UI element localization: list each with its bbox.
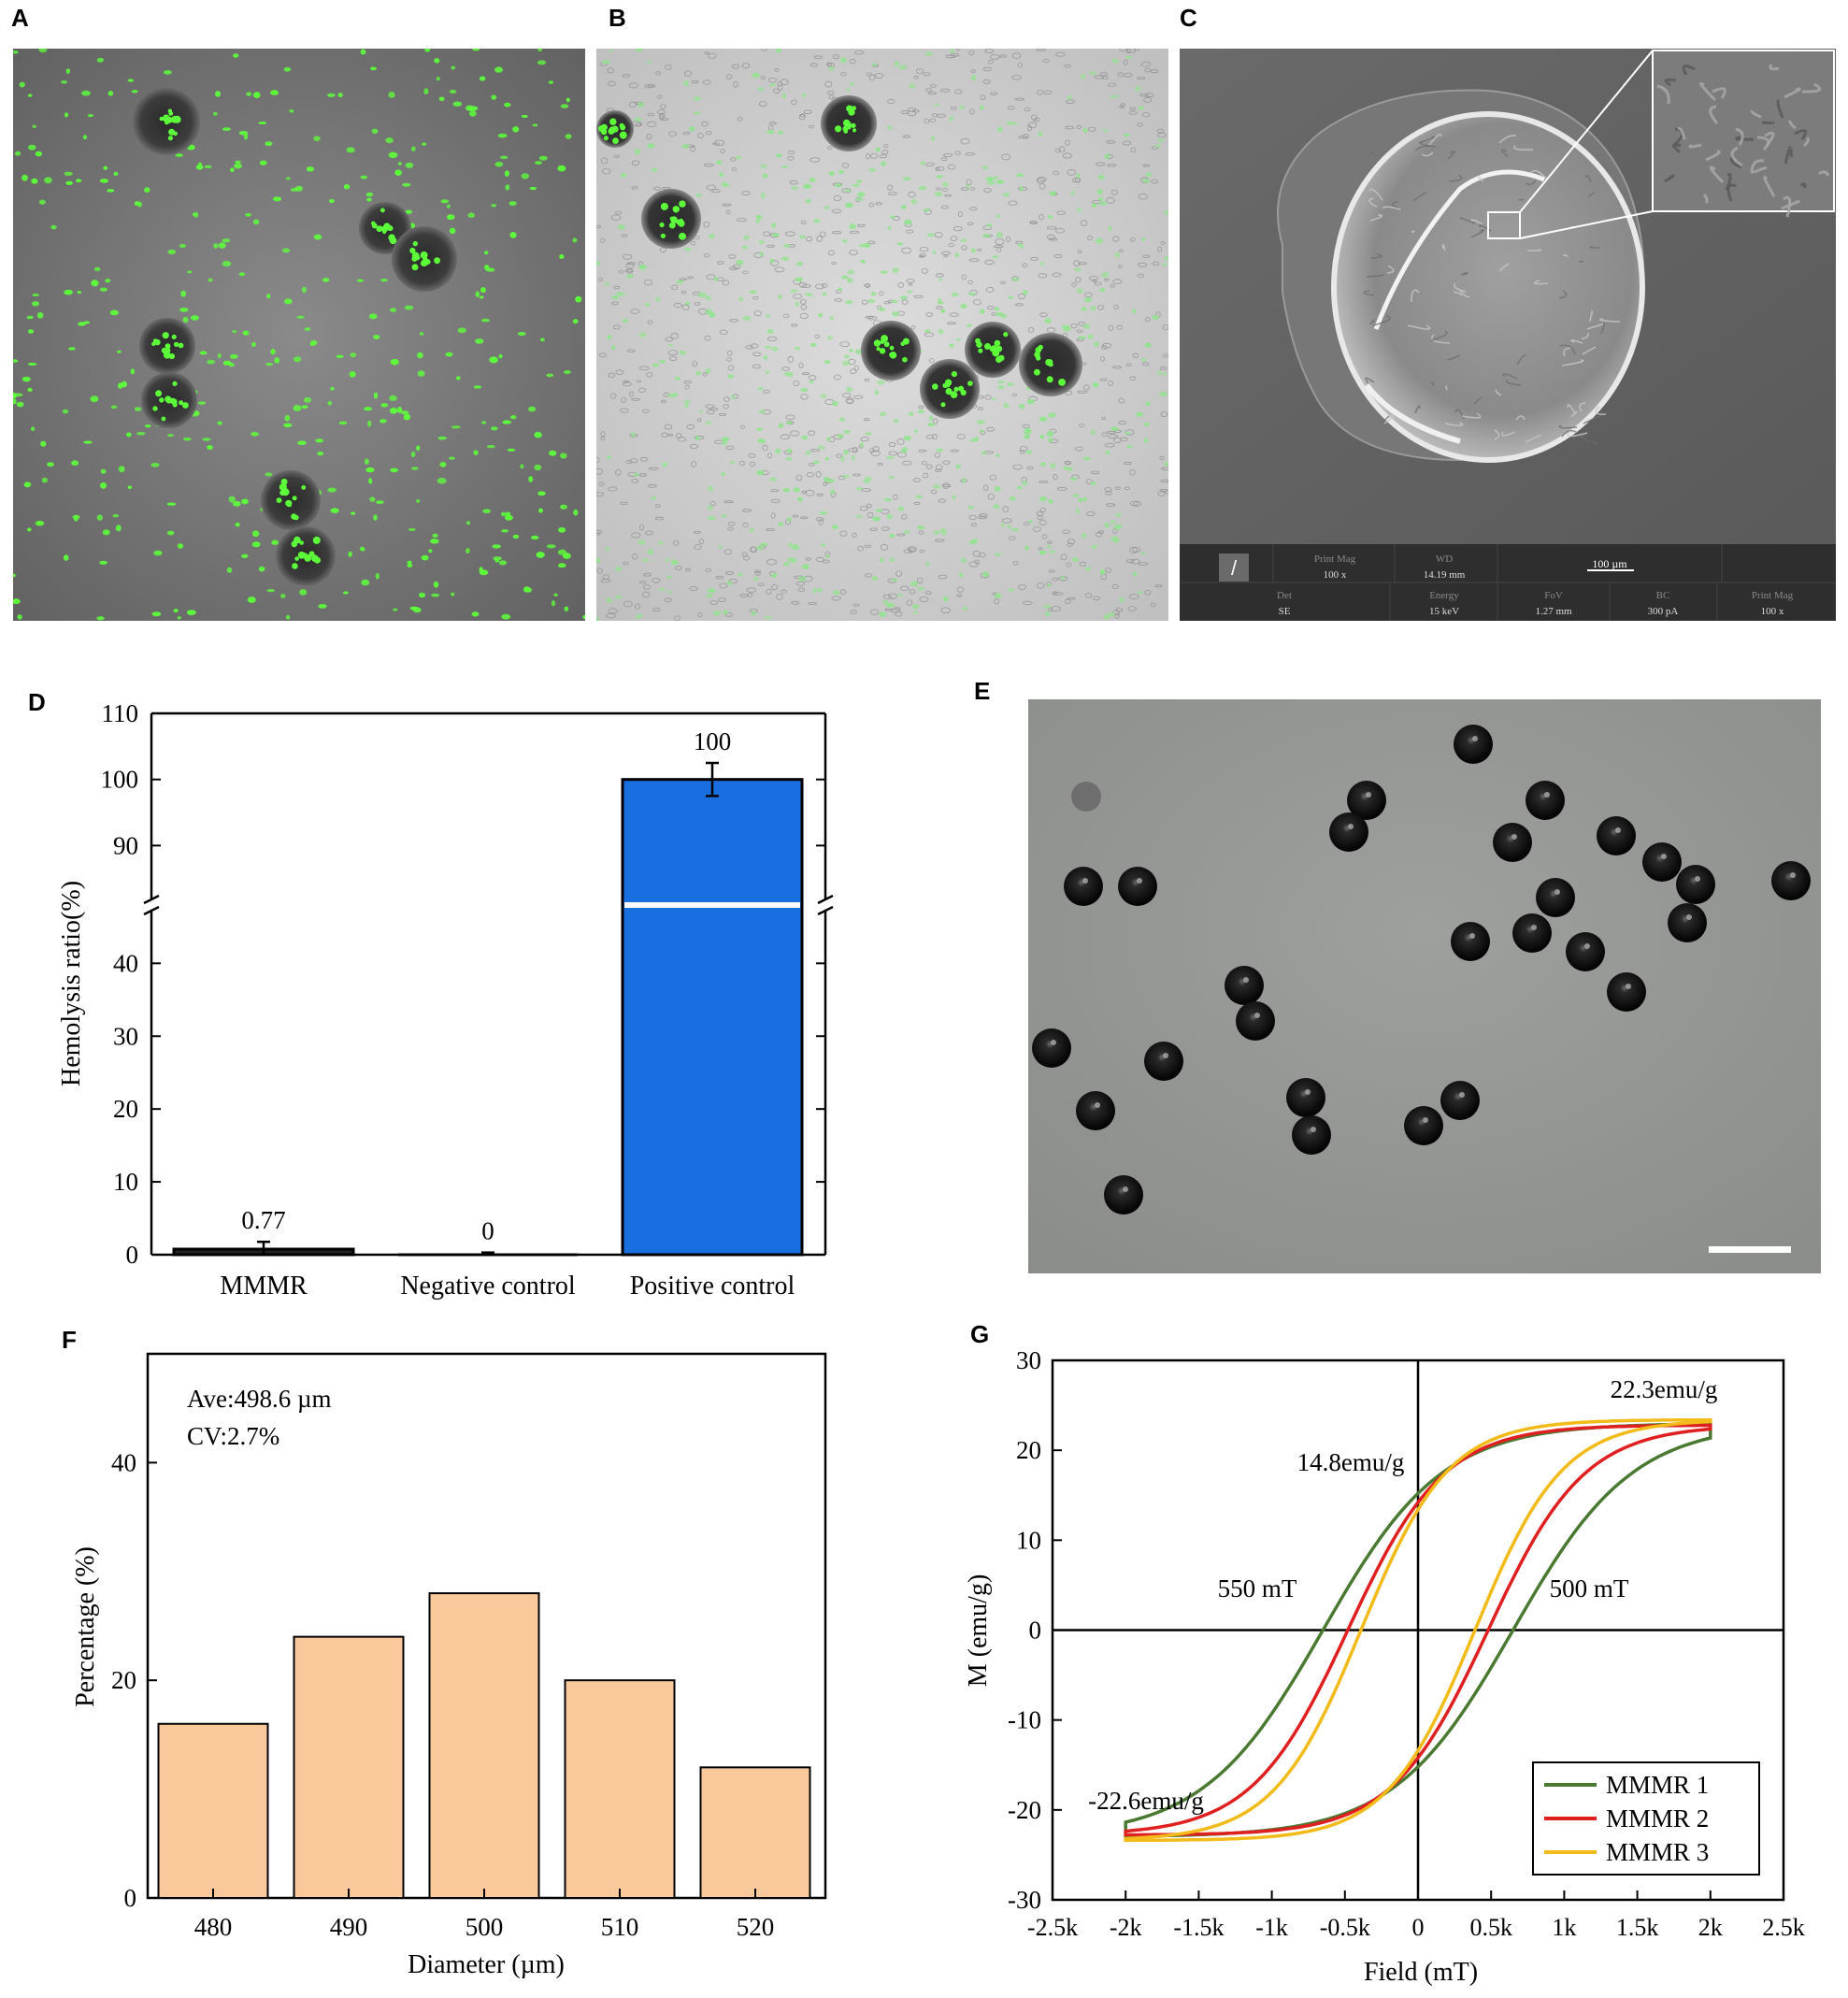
sem-det-label: Det	[1277, 590, 1292, 601]
g-legend-entry: MMMR 3	[1606, 1838, 1709, 1866]
g-y-tick: 0	[1029, 1617, 1042, 1645]
microspheres-a	[133, 88, 457, 586]
g-x-axis-label: Field (mT)	[1364, 1958, 1478, 1987]
d-y-tick: 10	[113, 1168, 138, 1196]
g-annotation-ms-pos: 22.3emu/g	[1611, 1375, 1718, 1403]
g-x-tick: 1.5k	[1616, 1914, 1659, 1941]
chart-f-size-distribution: 0 20 40 480 490 500 510 520 Diameter (µm) Percent…	[71, 1352, 827, 1979]
panel-letter-a: A	[11, 4, 29, 32]
sem-image-c: / Print Mag 100 x WD 14.19 mm 100 µm Det…	[1180, 49, 1836, 621]
d-value-label: 0.77	[241, 1206, 285, 1234]
f-annotation-cv: CV:2.7%	[187, 1422, 279, 1450]
panel-letter-f: F	[62, 1326, 77, 1354]
f-y-tick: 0	[124, 1884, 137, 1912]
sem-print-mag2-value: 100 x	[1761, 606, 1784, 617]
microsphere-photo-e	[1028, 699, 1821, 1273]
sem-bc-value: 300 pA	[1648, 606, 1679, 617]
f-x-tick: 480	[194, 1913, 233, 1941]
g-y-tick: 10	[1016, 1526, 1041, 1554]
g-y-tick: 20	[1016, 1436, 1041, 1464]
d-y-tick: 90	[113, 831, 138, 859]
g-y-axis-label: M (emu/g)	[964, 1574, 993, 1688]
sem-print-mag-label: Print Mag	[1314, 553, 1356, 565]
f-x-tick: 500	[466, 1913, 504, 1941]
d-y-tick: 0	[126, 1241, 139, 1269]
d-y-tick: 40	[113, 949, 138, 977]
d-category-label: MMMR	[220, 1272, 308, 1301]
g-annotation-mr: 14.8emu/g	[1297, 1448, 1405, 1476]
d-value-label: 100	[694, 727, 732, 755]
f-y-axis-label: Percentage (%)	[71, 1546, 100, 1707]
g-x-tick: 2.5k	[1762, 1914, 1805, 1941]
fluorescence-image-b	[596, 49, 1168, 621]
f-bar	[564, 1679, 676, 1900]
chart-d-hemolysis: 0 10 20 30 40 90 100 110 Hemolysis ratio(%) 0.77 M…	[57, 699, 834, 1301]
sem-energy-label: Energy	[1429, 590, 1459, 601]
g-x-tick: 2k	[1698, 1914, 1723, 1941]
sem-print-mag2-label: Print Mag	[1752, 590, 1794, 601]
g-x-tick: 1k	[1552, 1914, 1576, 1941]
g-x-tick: -2k	[1110, 1914, 1142, 1941]
g-y-tick: -30	[1008, 1886, 1041, 1914]
g-x-tick: -1.5k	[1173, 1914, 1224, 1941]
sem-fov-value: 1.27 mm	[1535, 606, 1572, 617]
g-x-tick: -1k	[1255, 1914, 1288, 1941]
f-x-tick: 490	[330, 1913, 368, 1941]
d-category-label: Negative control	[400, 1272, 576, 1301]
scale-bar-e	[1709, 1246, 1791, 1253]
f-annotation-ave: Ave:498.6 µm	[187, 1385, 332, 1413]
f-bar	[157, 1722, 269, 1900]
panel-letter-c: C	[1180, 4, 1197, 32]
d-category-label: Positive control	[630, 1272, 795, 1301]
f-x-tick: 510	[601, 1913, 639, 1941]
g-legend-entry: MMMR 1	[1606, 1771, 1709, 1799]
g-x-tick: -2.5k	[1027, 1914, 1078, 1941]
g-x-tick: 0.5k	[1469, 1914, 1512, 1941]
f-y-tick: 40	[111, 1448, 136, 1476]
g-legend-entry: MMMR 2	[1606, 1804, 1709, 1833]
g-y-tick: -10	[1008, 1706, 1041, 1734]
cells-a	[13, 49, 585, 621]
f-x-tick: 520	[737, 1913, 775, 1941]
g-loop-2	[1124, 1423, 1712, 1837]
g-loop-3	[1124, 1417, 1712, 1843]
d-bar	[621, 778, 804, 1257]
sem-fov-label: FoV	[1544, 590, 1563, 601]
g-annotation-ms-neg: -22.6emu/g	[1088, 1787, 1204, 1815]
sem-energy-value: 15 keV	[1429, 606, 1459, 617]
panel-letter-d: D	[28, 688, 46, 716]
sem-scale-label: 100 µm	[1592, 557, 1627, 570]
sem-wd-label: WD	[1436, 553, 1453, 565]
d-y-tick: 110	[102, 699, 139, 727]
g-x-tick: -0.5k	[1320, 1914, 1370, 1941]
f-bar	[428, 1592, 540, 1899]
g-y-tick: -20	[1008, 1796, 1041, 1824]
g-y-tick: 30	[1016, 1346, 1041, 1374]
f-y-tick: 20	[111, 1666, 136, 1694]
f-bar	[699, 1766, 811, 1899]
d-y-tick: 100	[101, 766, 139, 794]
fluorescence-image-a	[13, 49, 585, 621]
panel-letter-b: B	[609, 4, 626, 32]
svg-text:/: /	[1231, 556, 1238, 580]
panel-letter-g: G	[970, 1320, 990, 1348]
d-y-axis-label: Hemolysis ratio(%)	[57, 881, 86, 1086]
panel-letter-e: E	[974, 677, 991, 705]
sem-det-value: SE	[1279, 606, 1291, 617]
g-annotation-hc-right: 500 mT	[1550, 1574, 1629, 1603]
sem-bc-label: BC	[1656, 590, 1670, 601]
f-x-axis-label: Diameter (µm)	[408, 1950, 565, 1979]
d-y-tick: 30	[113, 1022, 138, 1050]
d-value-label: 0	[481, 1217, 494, 1245]
f-bar	[293, 1635, 405, 1899]
microspheres-e	[1032, 725, 1811, 1215]
g-x-tick: 0	[1412, 1914, 1425, 1941]
d-y-tick: 20	[113, 1095, 138, 1123]
chart-g-hysteresis: -2.5k -2k -1.5k -1k -0.5k 0 0.5k 1k 1.5k 2k 2.5k -3…	[964, 1346, 1805, 1987]
sem-print-mag-value: 100 x	[1324, 569, 1347, 581]
sem-wd-value: 14.19 mm	[1424, 569, 1466, 581]
g-annotation-hc-left: 550 mT	[1218, 1574, 1297, 1603]
